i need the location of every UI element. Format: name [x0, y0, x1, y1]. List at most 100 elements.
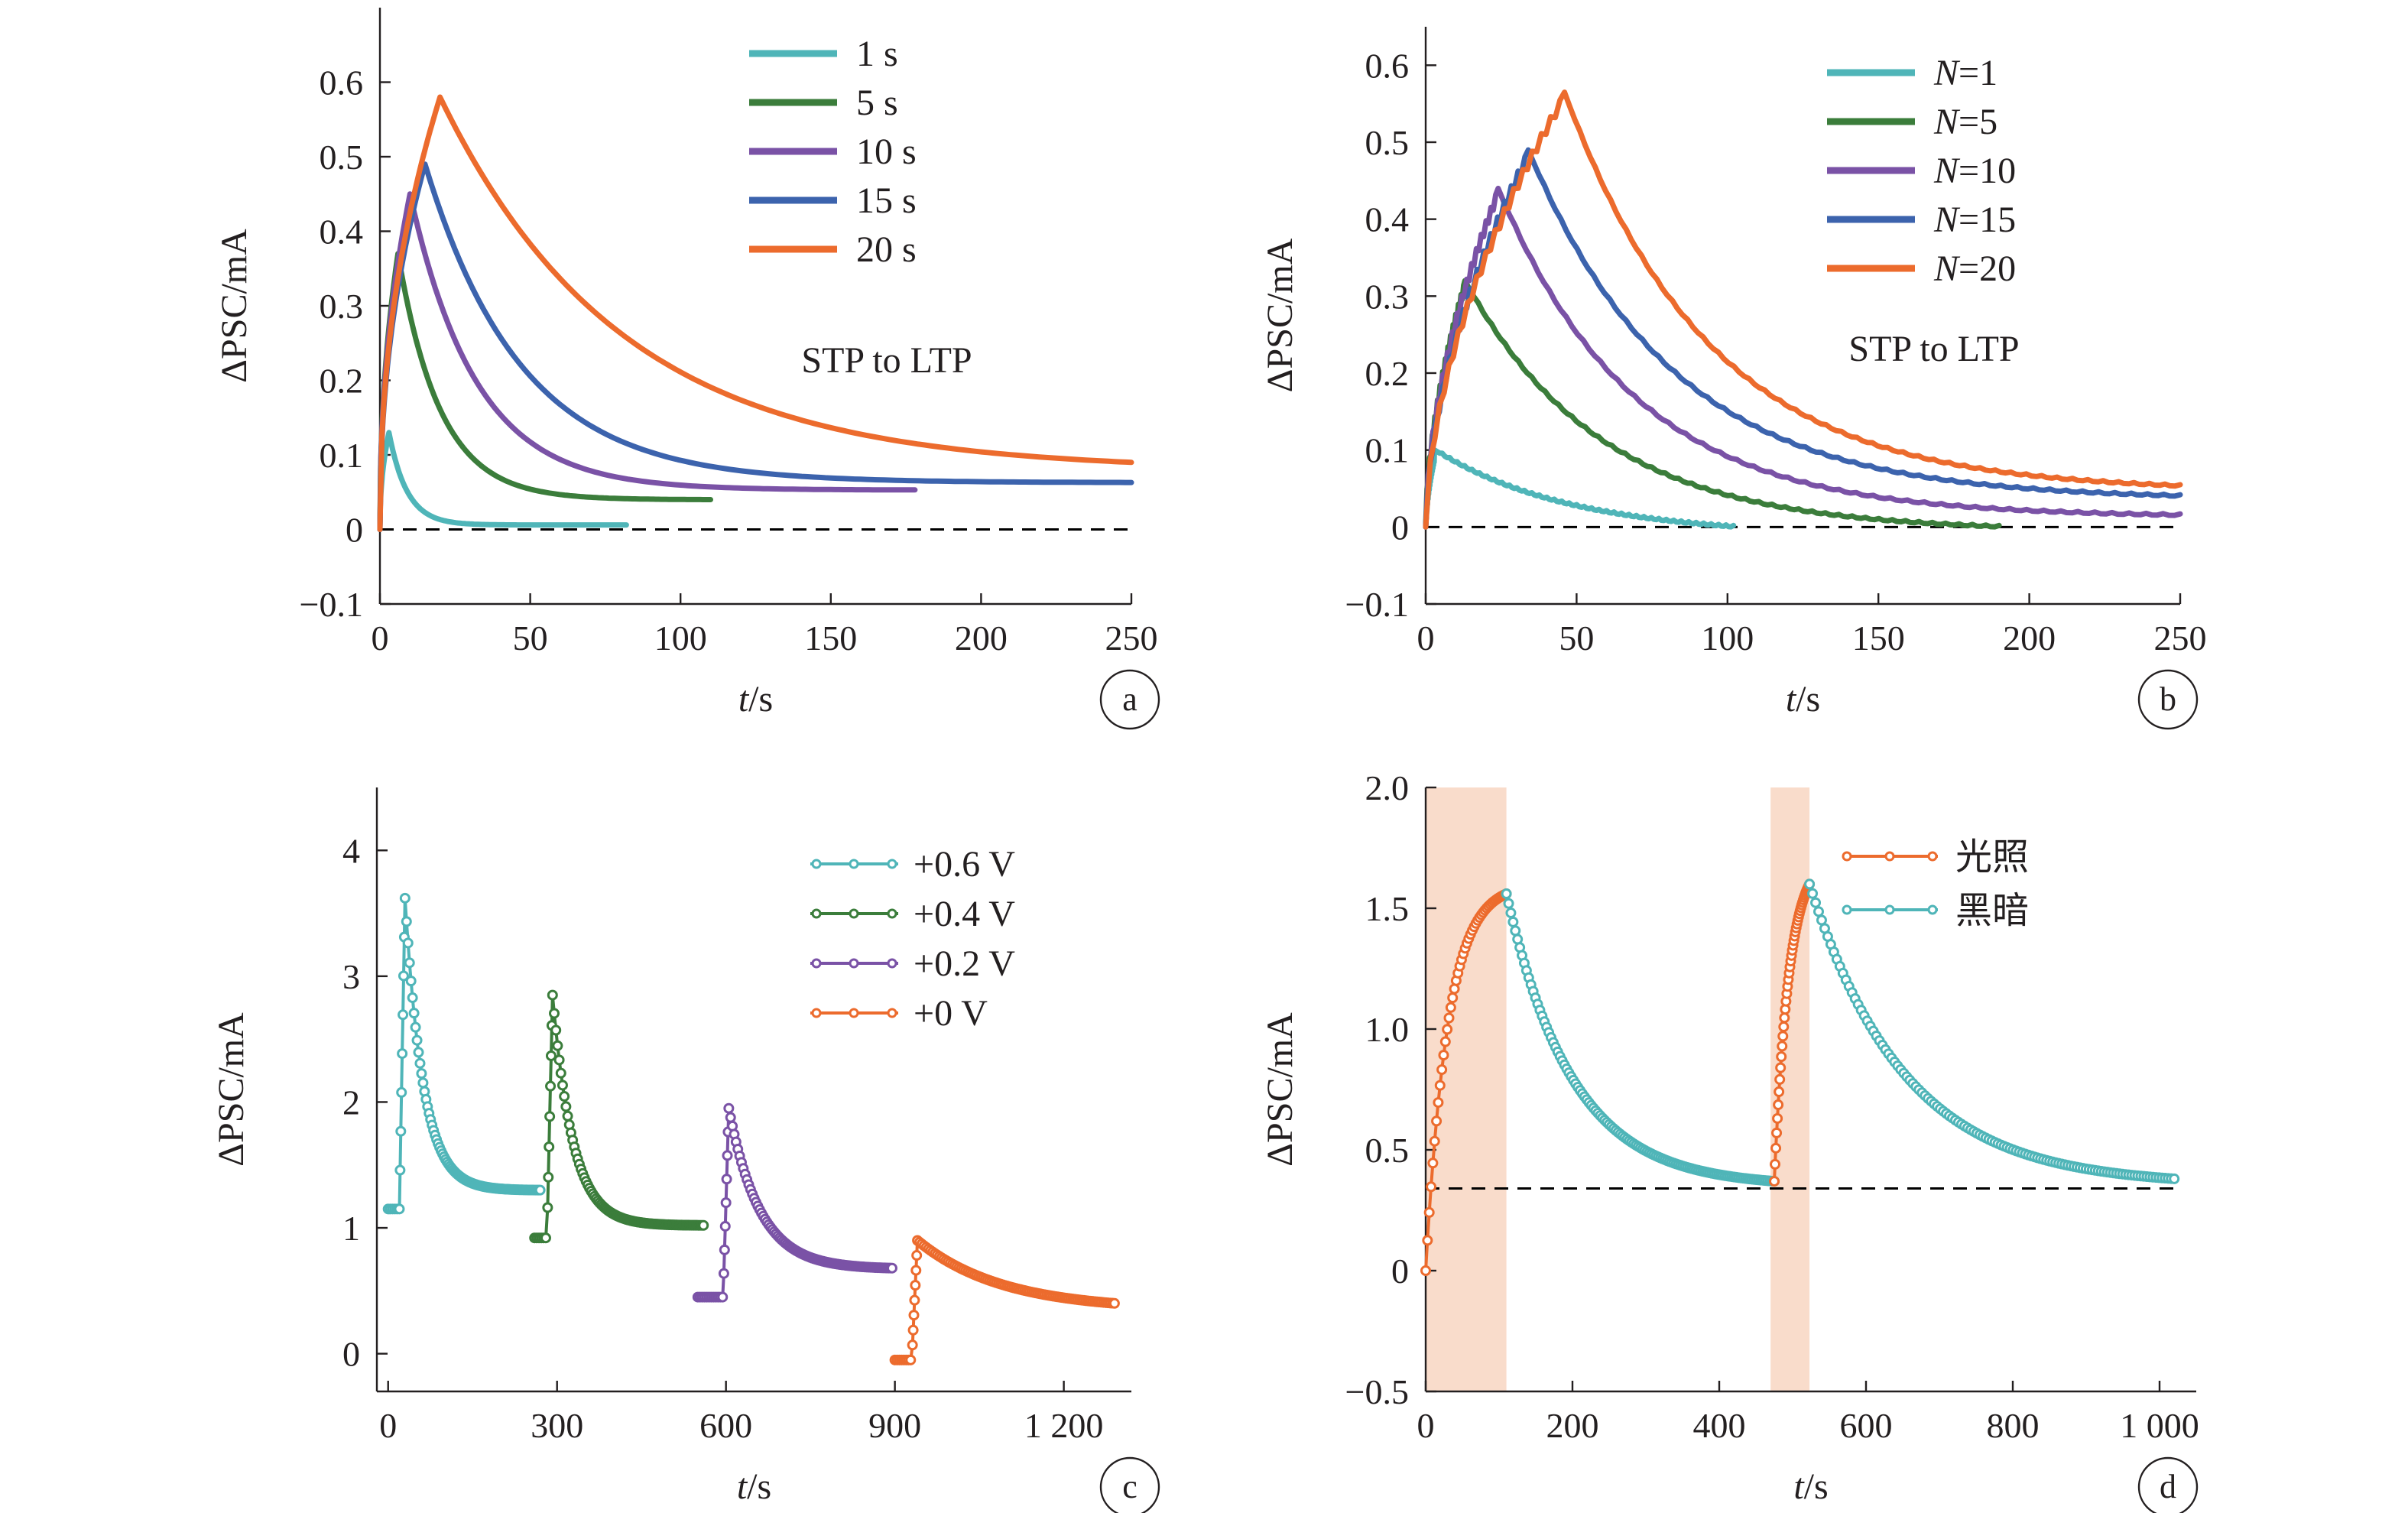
x-axis-title-unit: /s	[1796, 679, 1820, 719]
data-point	[1777, 1031, 1789, 1042]
legend-label: 1 s	[856, 34, 898, 74]
x-tick-label: 0	[1417, 1406, 1435, 1445]
data-point	[1778, 1021, 1790, 1033]
legend: 1 s 5 s 10 s 15 s 20 s	[749, 34, 917, 270]
y-tick-label: 0.5	[1365, 123, 1410, 162]
data-point	[398, 970, 409, 982]
data-point	[1769, 1176, 1780, 1187]
data-point	[410, 1021, 421, 1033]
series-line	[377, 94, 1134, 532]
data-point	[549, 1008, 560, 1019]
y-tick-label: 4	[342, 831, 360, 870]
legend-label-var: N	[1933, 151, 1961, 191]
data-point	[1436, 1064, 1448, 1076]
data-point	[1773, 1099, 1784, 1111]
data-point	[910, 1265, 922, 1276]
panel-letter-circle	[1099, 669, 1160, 730]
data-point	[414, 1057, 426, 1069]
series-2	[692, 1102, 897, 1303]
legend-label: N=20	[1933, 248, 2016, 289]
legend-label: N=1	[1933, 53, 1997, 93]
panel-letter: d	[2160, 1468, 2176, 1505]
legend-label: 光照	[1955, 837, 2029, 878]
x-tick-label: 50	[1559, 619, 1594, 657]
data-point	[540, 1232, 551, 1244]
data-point	[1422, 1235, 1433, 1246]
y-tick-label: 0.3	[320, 287, 364, 326]
x-tick-label: 200	[1546, 1406, 1599, 1445]
data-point	[1777, 1041, 1788, 1052]
legend-label-rest: =5	[1959, 102, 1997, 142]
x-tick-label: 0	[379, 1406, 397, 1445]
data-point	[1775, 1062, 1787, 1073]
x-tick-label: 1 200	[1024, 1406, 1104, 1445]
legend-marker	[1927, 904, 1938, 915]
annotation-stp-to-ltp: STP to LTP	[801, 340, 972, 381]
x-axis-title: t/s	[737, 1466, 771, 1507]
panel-a: 0 50 100 150 200 250−0.100.10.20.30.40.50.6t/…	[214, 8, 1160, 730]
data-point	[1771, 1127, 1783, 1138]
y-tick-label: 0	[1391, 508, 1409, 547]
data-point	[547, 989, 558, 1001]
x-axis-title-unit: /s	[1804, 1466, 1829, 1507]
data-point	[1423, 1206, 1435, 1218]
data-point	[408, 1008, 420, 1019]
legend-marker	[849, 859, 859, 869]
legend-label-rest: =10	[1959, 151, 2016, 191]
panel-letter: c	[1122, 1468, 1137, 1505]
legend-label-rest: =1	[1959, 53, 1997, 93]
data-point	[544, 1111, 556, 1122]
panel-letter-circle	[1099, 1456, 1160, 1513]
panel-b: 0 50 100 150 200 250−0.100.10.20.30.40.50.6t/…	[1260, 27, 2207, 730]
y-tick-label: 0.1	[320, 436, 364, 475]
data-point	[545, 1080, 557, 1092]
series-line	[1423, 89, 2183, 530]
data-point	[722, 1150, 733, 1161]
data-point	[1431, 1115, 1443, 1127]
y-tick-label: 1	[342, 1209, 360, 1248]
data-point	[698, 1219, 709, 1231]
x-tick-label: 150	[1852, 619, 1905, 657]
series-line	[377, 430, 629, 532]
legend-marker	[849, 1008, 859, 1018]
data-point	[545, 1050, 557, 1061]
legend-label: 20 s	[856, 229, 917, 270]
data-point	[404, 957, 415, 969]
data-point	[886, 1262, 897, 1274]
data-point	[397, 1048, 408, 1060]
x-axis-title-var: t	[1793, 1466, 1805, 1507]
data-point	[1779, 1012, 1790, 1024]
data-point	[1774, 1073, 1786, 1085]
y-tick-label: 1.5	[1365, 889, 1410, 928]
data-point	[1429, 1135, 1440, 1147]
legend: +0.6 V +0.4 V +0.2 V +0 V	[810, 844, 1015, 1034]
y-tick-label: 0.2	[1365, 354, 1410, 393]
legend-label: +0 V	[914, 993, 988, 1034]
data-point	[905, 1354, 917, 1365]
x-tick-label: 50	[513, 619, 548, 657]
data-point	[1420, 1265, 1431, 1276]
legend-marker	[849, 958, 859, 969]
x-tick-label: 200	[2003, 619, 2056, 657]
legend-marker	[849, 908, 859, 919]
legend-label: +0.6 V	[914, 844, 1015, 885]
x-tick-label: 0	[372, 619, 389, 657]
y-tick-label: 0.1	[1365, 431, 1410, 470]
data-point	[1816, 914, 1827, 926]
x-axis-title-var: t	[1786, 679, 1797, 719]
x-tick-label: 400	[1693, 1406, 1746, 1445]
legend-marker	[811, 859, 822, 869]
series-line	[1423, 185, 2183, 530]
axes-a	[378, 8, 1133, 606]
legend-marker	[811, 908, 822, 919]
data-point	[1813, 906, 1825, 917]
y-tick-label: 0.4	[1365, 200, 1410, 239]
data-point	[534, 1184, 546, 1196]
data-point	[907, 1324, 919, 1336]
y-tick-label: 0.5	[320, 138, 364, 177]
y-tick-label: −0.1	[1345, 585, 1409, 624]
data-point	[1770, 1142, 1782, 1154]
data-point	[1426, 1181, 1437, 1193]
